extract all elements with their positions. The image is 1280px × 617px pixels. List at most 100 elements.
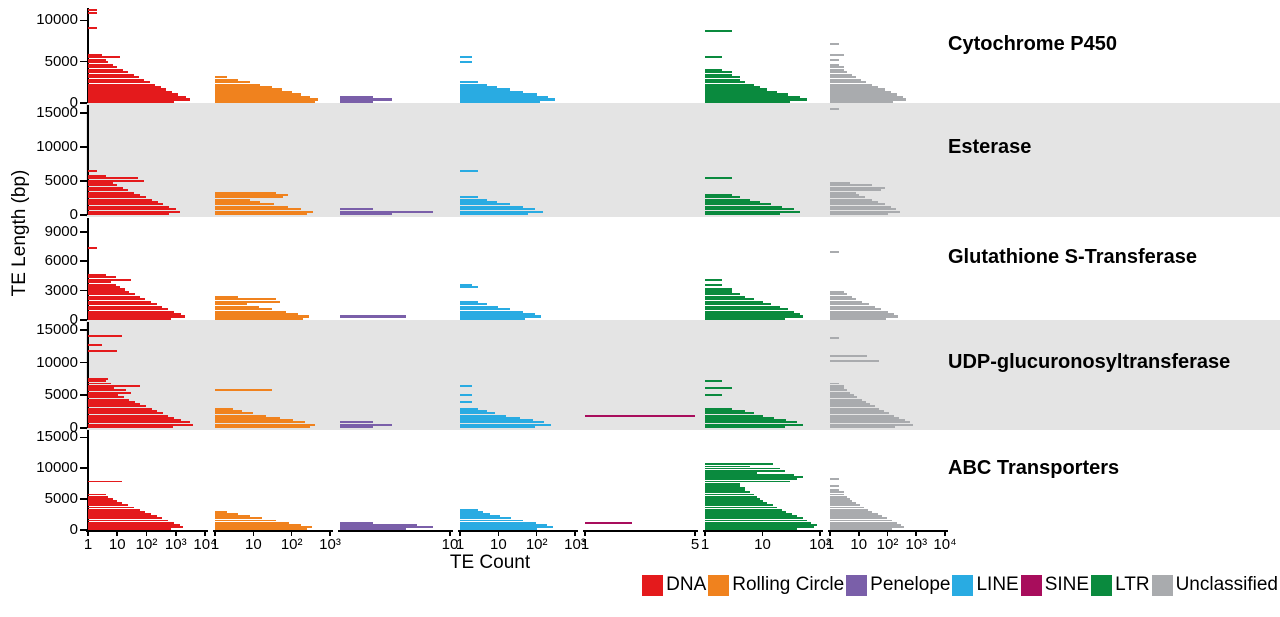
histogram-bar: [830, 382, 839, 385]
histogram-bar: [705, 76, 740, 79]
histogram-bar: [88, 308, 169, 311]
histogram-bar: [88, 382, 111, 385]
histogram-bar: [340, 426, 374, 428]
histogram-bar: [88, 71, 129, 74]
histogram-bar: [340, 95, 374, 99]
histogram-bar: [88, 58, 106, 61]
histogram-bar: [830, 410, 885, 412]
histogram-bar: [88, 93, 179, 96]
histogram-bar: [88, 73, 134, 76]
histogram-bar: [460, 521, 536, 524]
histogram-bar: [460, 83, 487, 86]
histogram-bar: [88, 293, 135, 296]
histogram-bar: [705, 208, 794, 211]
histogram-bar: [830, 90, 891, 94]
histogram-bar: [460, 414, 507, 417]
histogram-bar: [830, 517, 887, 520]
histogram-bar: [830, 182, 851, 185]
histogram-bar: [585, 414, 695, 417]
histogram-bar: [830, 355, 868, 357]
histogram-bar: [705, 310, 794, 313]
histogram-bar: [830, 198, 872, 201]
histogram-bar: [830, 407, 880, 410]
x-tick-label: 10³: [905, 536, 928, 553]
histogram-bar: [88, 9, 97, 12]
histogram-bar: [830, 387, 844, 390]
legend-label: LTR: [1115, 574, 1150, 595]
histogram-bar: [215, 521, 289, 524]
histogram-bar: [460, 528, 537, 530]
histogram-bar: [705, 515, 798, 518]
histogram-bar: [705, 201, 760, 204]
histogram-bar: [88, 421, 190, 424]
histogram-bar: [460, 410, 487, 412]
histogram-bar: [88, 273, 106, 276]
histogram-bar: [705, 421, 798, 424]
y-tick-mark: [80, 394, 87, 397]
histogram-bar: [705, 465, 750, 468]
histogram-bar: [88, 191, 135, 194]
legend-swatch-unclassified: [1151, 574, 1173, 596]
histogram-bar: [88, 198, 152, 201]
histogram-bar: [88, 186, 124, 189]
legend-swatch-penelope: [846, 574, 868, 596]
histogram-bar: [705, 380, 723, 383]
y-tick-label: 10000: [36, 11, 78, 29]
histogram-bar: [215, 88, 282, 91]
histogram-bar: [88, 182, 113, 185]
histogram-bar: [215, 98, 319, 101]
histogram-bar: [88, 88, 167, 91]
histogram-bar: [705, 98, 808, 101]
histogram-bar: [705, 56, 723, 59]
histogram-bar: [215, 81, 250, 84]
histogram-bar: [705, 528, 798, 530]
histogram-bar: [88, 305, 163, 308]
histogram-bar: [215, 90, 292, 94]
histogram-bar: [88, 517, 163, 520]
histogram-bar: [705, 317, 786, 320]
histogram-bar: [88, 90, 173, 94]
histogram-bar: [88, 189, 129, 192]
x-tick-label: 10: [108, 536, 126, 553]
histogram-bar: [460, 81, 479, 84]
histogram-bar: [88, 26, 97, 29]
histogram-bar: [705, 407, 733, 410]
histogram-bar: [215, 310, 286, 313]
histogram-bar: [705, 476, 803, 479]
histogram-bar: [830, 203, 885, 206]
histogram-bar: [830, 184, 873, 187]
histogram-bar: [460, 308, 510, 311]
histogram-bar: [215, 193, 288, 196]
histogram-bar: [88, 286, 120, 289]
histogram-bar: [705, 198, 750, 201]
histogram-bar: [88, 521, 174, 524]
x-tick-label: 1: [700, 536, 710, 553]
histogram-bar: [215, 317, 304, 320]
histogram-bar: [215, 523, 302, 526]
histogram-bar: [88, 506, 135, 509]
legend-label: Unclassified: [1175, 574, 1278, 595]
histogram-bar: [460, 423, 551, 426]
histogram-bar: [705, 410, 746, 412]
y-tick-mark: [80, 146, 87, 148]
x-tick-mark: [290, 532, 293, 536]
legend-label: Rolling Circle: [732, 574, 845, 595]
histogram-bar: [830, 478, 839, 481]
histogram-bar: [705, 500, 763, 502]
histogram-bar: [88, 76, 139, 79]
histogram-bar: [88, 83, 156, 86]
histogram-bar: [705, 387, 733, 390]
histogram-bar: [460, 393, 472, 396]
histogram-bar: [215, 201, 261, 204]
x-tick-mark: [704, 532, 706, 536]
histogram-bar: [88, 350, 118, 353]
histogram-bar: [830, 68, 844, 71]
x-tick-mark: [497, 532, 500, 536]
histogram-bar: [88, 179, 144, 182]
histogram-bar: [830, 489, 839, 492]
histogram-bar: [460, 61, 472, 64]
histogram-bar: [830, 293, 848, 296]
histogram-bar: [830, 303, 869, 306]
histogram-bar: [705, 83, 754, 86]
histogram-bar: [88, 174, 106, 177]
